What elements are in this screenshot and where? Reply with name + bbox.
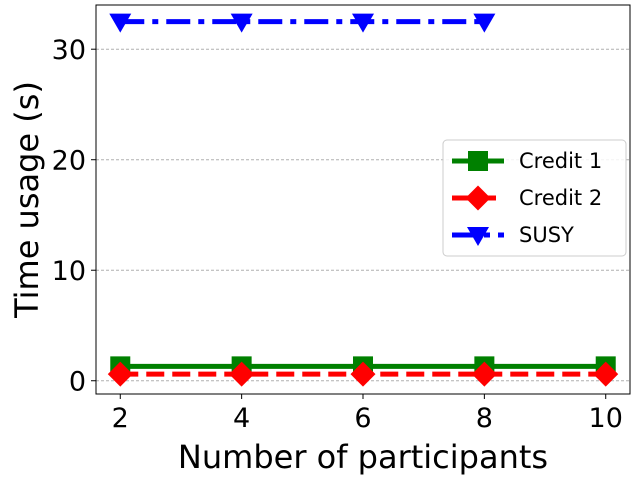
diamond-marker <box>471 361 497 387</box>
x-axis: 2 4 6 8 10 <box>112 394 623 434</box>
legend: Credit 1 Credit 2 SUSY <box>442 139 627 257</box>
square-marker <box>468 151 488 171</box>
triangle-down-marker <box>352 13 374 33</box>
legend-item: Credit 1 <box>452 149 602 173</box>
diamond-marker <box>350 361 376 387</box>
x-tick-label: 4 <box>233 403 250 434</box>
diamond-marker <box>229 361 255 387</box>
legend-item: SUSY <box>452 223 574 247</box>
x-axis-label: Number of participants <box>178 438 548 476</box>
diamond-marker <box>107 361 133 387</box>
triangle-down-marker <box>467 227 489 246</box>
triangle-down-marker <box>109 13 132 33</box>
y-tick-label: 20 <box>52 146 86 177</box>
series-layer <box>107 13 619 387</box>
legend-item: Credit 2 <box>452 185 602 211</box>
series-susy <box>109 13 496 33</box>
diamond-marker <box>593 361 619 387</box>
x-tick-label: 10 <box>589 403 623 434</box>
legend-label: Credit 2 <box>519 186 602 210</box>
diamond-marker <box>465 185 491 211</box>
y-axis: 0 10 20 30 <box>52 35 96 398</box>
x-tick-label: 6 <box>354 403 371 434</box>
legend-label: SUSY <box>519 223 574 247</box>
y-tick-label: 30 <box>52 35 86 66</box>
y-tick-label: 0 <box>69 367 86 398</box>
triangle-down-marker <box>230 13 253 33</box>
y-tick-label: 10 <box>52 256 86 287</box>
legend-label: Credit 1 <box>519 149 602 173</box>
series-credit-2 <box>107 361 619 387</box>
x-tick-label: 8 <box>476 403 493 434</box>
x-tick-label: 2 <box>112 403 129 434</box>
triangle-down-marker <box>473 13 496 33</box>
y-axis-label: Time usage (s) <box>8 81 46 319</box>
